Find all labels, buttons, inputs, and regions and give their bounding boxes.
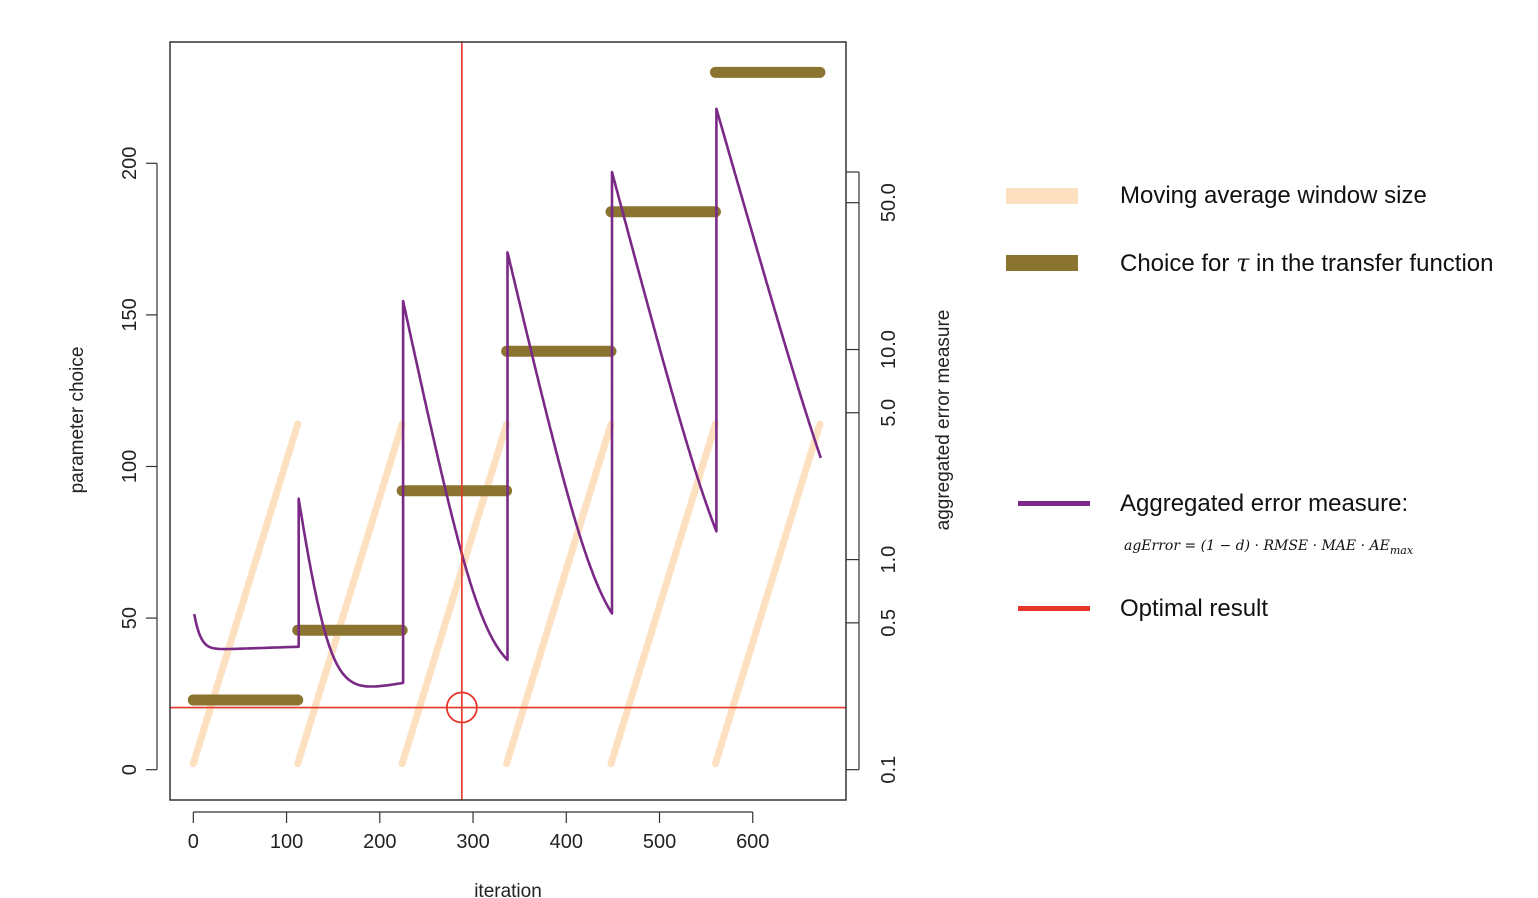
window-segment-6	[711, 420, 824, 768]
y2-tick-label-5: 50.0	[878, 183, 900, 222]
y-axis-title: parameter choice	[67, 347, 88, 494]
x-tick-label-0: 0	[188, 831, 199, 853]
window-segment-1	[189, 420, 302, 768]
window-segment-2	[294, 420, 406, 768]
y2-tick-label-2: 1.0	[878, 546, 900, 574]
window-segment-4	[503, 420, 615, 768]
optimal-marker	[170, 42, 846, 800]
x-tick-label-100: 100	[270, 831, 303, 853]
window-segment-5	[607, 420, 719, 768]
y2-tick-label-3: 5.0	[878, 399, 900, 427]
x-tick-label-200: 200	[363, 831, 396, 853]
error-series	[192, 107, 823, 688]
y-tick-label-0: 0	[119, 764, 141, 775]
y2-tick-label-0: 0.1	[878, 756, 900, 784]
error-line	[192, 107, 823, 688]
y-tick-label-50: 50	[119, 607, 141, 629]
y-tick-label-100: 100	[119, 450, 141, 483]
axes: 0 100 200 300 400 500 600 0 50 100 150 200 0.1 0.5 1.0…	[119, 147, 900, 853]
y2-tick-label-1: 0.5	[878, 609, 900, 637]
y-tick-label-150: 150	[119, 298, 141, 331]
x-tick-label-500: 500	[643, 831, 676, 853]
x-tick-label-300: 300	[456, 831, 489, 853]
x-axis-title: iteration	[474, 881, 542, 898]
x-tick-label-400: 400	[550, 831, 583, 853]
tau-series	[187, 66, 826, 706]
x-tick-label-600: 600	[736, 831, 769, 853]
y2-axis-title: aggregated error measure	[933, 310, 954, 531]
window-segment-3	[398, 420, 511, 768]
plot-frame	[169, 41, 847, 801]
optimal-circle	[445, 691, 478, 724]
y-tick-label-200: 200	[119, 147, 141, 180]
y2-tick-label-4: 10.0	[878, 330, 900, 369]
